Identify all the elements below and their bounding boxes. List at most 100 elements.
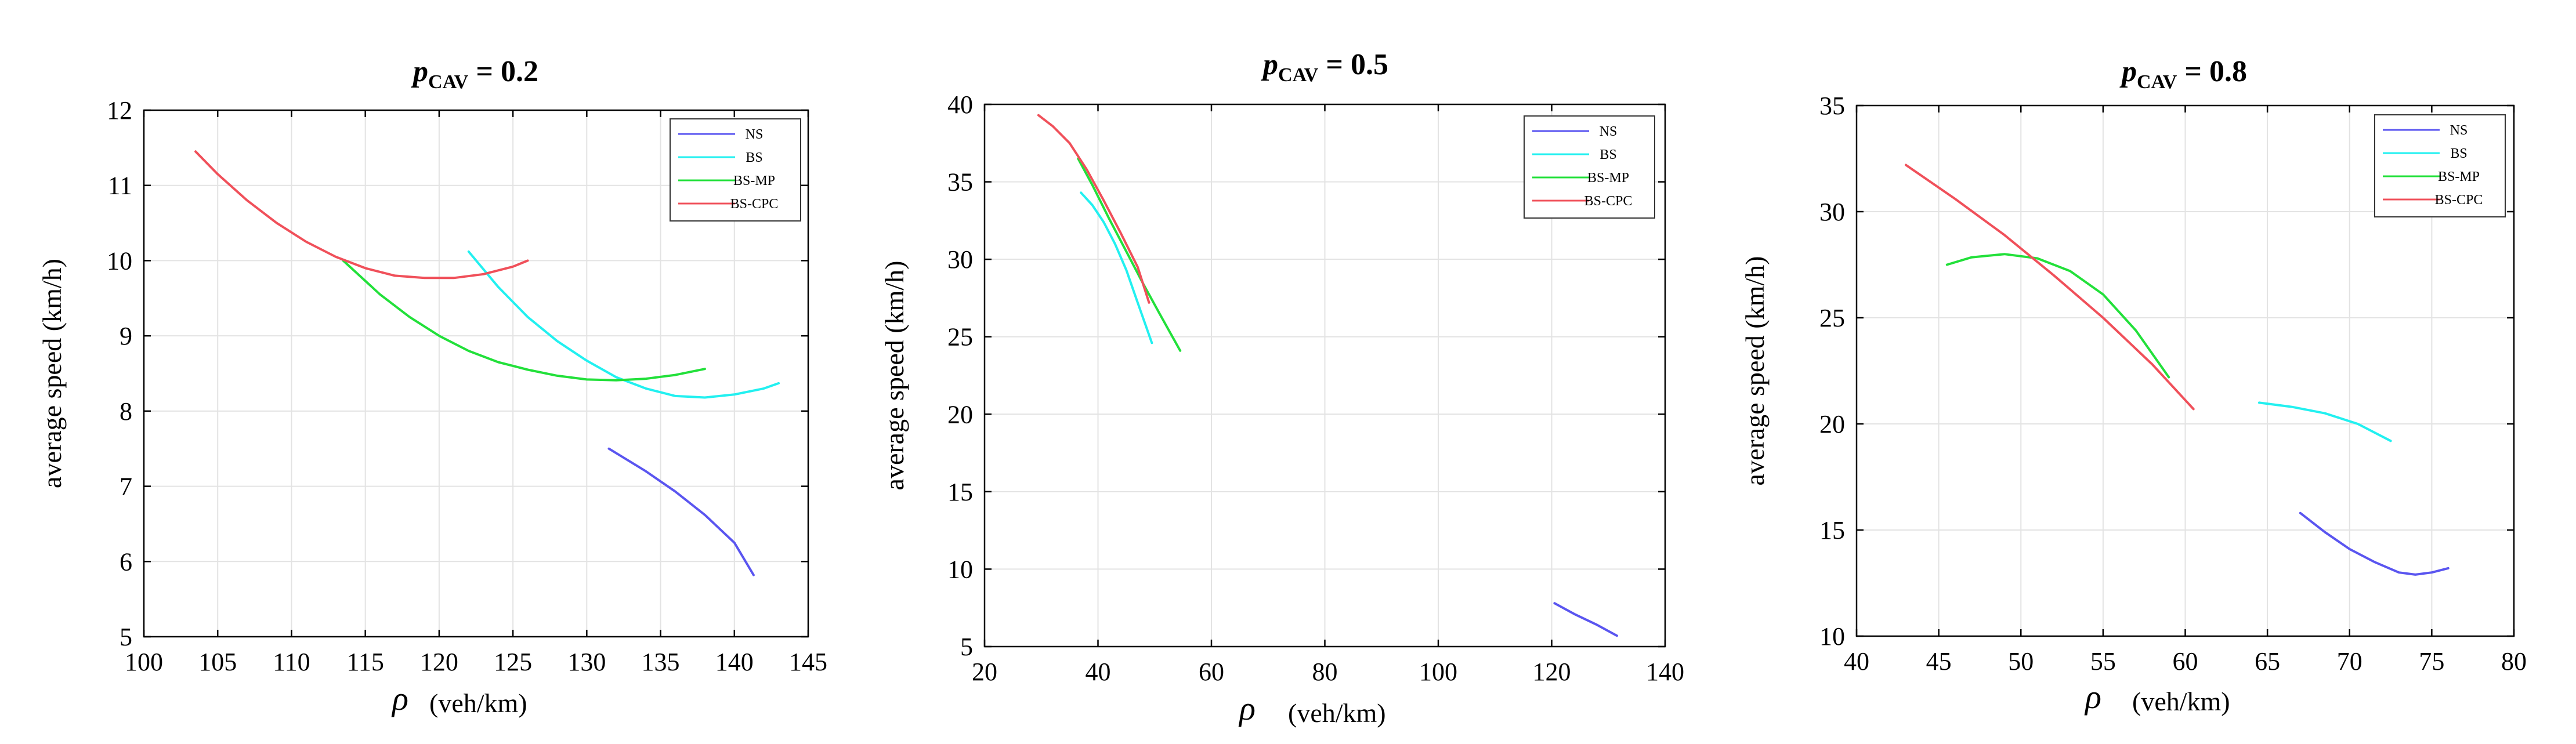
y-axis-label: average speed (km/h) (1740, 256, 1770, 486)
series-line-bs-mp (342, 259, 706, 382)
x-tick-label: 80 (2501, 647, 2527, 676)
series-line-bs-cpc (194, 150, 529, 280)
legend-label-bs-cpc: BS-CPC (730, 197, 779, 212)
title-value: = 0.5 (1318, 48, 1388, 81)
title-symbol: p (411, 55, 428, 88)
title-value: = 0.2 (468, 55, 538, 88)
y-axis-label: average speed (km/h) (880, 261, 909, 491)
x-tick-label: 140 (715, 648, 754, 676)
y-tick-label: 7 (120, 473, 132, 501)
y-tick-label: 35 (1819, 92, 1845, 120)
y-tick-label: 40 (947, 90, 973, 119)
x-axis-symbol: ρ (1238, 689, 1256, 727)
legend-label-bs-cpc: BS-CPC (2435, 193, 2483, 208)
title-symbol: p (2119, 55, 2137, 88)
title-symbol: p (1261, 48, 1278, 81)
title-value: = 0.8 (2177, 55, 2247, 88)
y-tick-label: 25 (1819, 304, 1845, 332)
x-tick-label: 110 (273, 648, 310, 676)
y-tick-label: 30 (947, 245, 973, 274)
legend: NS BS BS-MP BS-CPC (2374, 114, 2506, 217)
legend: NS BS BS-MP BS-CPC (1524, 115, 1655, 219)
x-tick-label: 80 (1312, 658, 1338, 686)
legend-label-bs-cpc: BS-CPC (1584, 194, 1633, 209)
y-tick-label: 30 (1819, 198, 1845, 226)
y-tick-label: 8 (120, 397, 132, 426)
series-line-ns (1553, 602, 1618, 637)
series-line-bs (467, 250, 780, 399)
x-axis-symbol: ρ (391, 680, 408, 717)
title-subscript: CAV (2137, 71, 2177, 93)
x-tick-label: 135 (642, 648, 680, 676)
title-subscript: CAV (428, 71, 469, 93)
x-tick-label: 45 (1926, 647, 1952, 676)
x-tick-label: 145 (789, 648, 827, 676)
legend-label-ns: NS (746, 127, 764, 142)
x-axis-label: (veh/km) (429, 688, 527, 718)
series-line-bs-cpc (1037, 114, 1150, 304)
x-axis-label: (veh/km) (1288, 698, 1386, 728)
x-axis-symbol: ρ (2084, 678, 2101, 716)
x-tick-label: 20 (972, 658, 997, 686)
y-tick-label: 35 (947, 168, 973, 197)
x-tick-label: 75 (2419, 647, 2444, 676)
y-tick-label: 10 (107, 246, 132, 275)
x-tick-label: 40 (1844, 647, 1869, 676)
chart-title: pCAV = 0.5 (1261, 48, 1388, 86)
legend-label-bs: BS (746, 150, 762, 165)
legend-label-bs: BS (2450, 146, 2467, 161)
x-tick-label: 125 (494, 648, 532, 676)
legend-label-bs: BS (1600, 147, 1616, 162)
series-line-bs (1080, 191, 1153, 344)
series-line-ns (2299, 511, 2450, 576)
x-axis-label: (veh/km) (2132, 687, 2230, 716)
x-tick-label: 60 (1199, 658, 1224, 686)
y-tick-label: 11 (108, 172, 132, 200)
series-line-ns (607, 447, 755, 576)
chart-title: pCAV = 0.8 (2119, 55, 2247, 93)
legend-label-ns: NS (1600, 124, 1618, 139)
chart-panel-3: 40 45 50 55 60 65 70 75 80 10 15 20 25 30 35 pCAV = 0.8… (1740, 55, 2527, 716)
y-tick-label: 15 (947, 478, 973, 506)
legend-label-ns: NS (2450, 123, 2468, 138)
series-line-bs-mp (1077, 157, 1182, 352)
legend: NS BS BS-MP BS-CPC (670, 118, 801, 222)
series-line-bs-cpc (1905, 164, 2195, 411)
y-axis-label: average speed (km/h) (37, 259, 67, 488)
x-tick-label: 120 (1533, 658, 1571, 686)
chart-panel-2: 20 40 60 80 100 120 140 5 10 15 20 25 30 35 40 pCAV = 0… (880, 48, 1684, 728)
x-tick-label: 130 (567, 648, 606, 676)
x-tick-label: 55 (2090, 647, 2116, 676)
axes-frame (143, 109, 809, 638)
y-tick-label: 20 (1819, 410, 1845, 438)
x-tick-label: 100 (125, 648, 163, 676)
y-tick-label: 6 (120, 547, 132, 576)
chart-title: pCAV = 0.2 (411, 55, 538, 93)
legend-label-bs-mp: BS-MP (2438, 169, 2480, 184)
y-tick-label: 15 (1819, 516, 1845, 545)
legend-label-bs-mp: BS-MP (1587, 170, 1629, 186)
legend-label-bs-mp: BS-MP (733, 173, 775, 188)
chart-panel-1: 100 105 110 115 120 125 130 135 140 145 5 6 7 8 9 10 11 1… (37, 55, 827, 718)
x-tick-label: 105 (198, 648, 237, 676)
series-line-bs (2258, 401, 2392, 442)
series-line-bs-mp (1945, 253, 2170, 379)
x-tick-label: 40 (1086, 658, 1111, 686)
y-tick-label: 9 (120, 322, 132, 350)
y-tick-label: 5 (960, 633, 973, 661)
x-tick-label: 50 (2008, 647, 2034, 676)
y-tick-label: 20 (947, 400, 973, 429)
x-tick-label: 115 (346, 648, 383, 676)
title-subscript: CAV (1278, 64, 1319, 86)
x-tick-label: 100 (1419, 658, 1457, 686)
y-tick-label: 25 (947, 323, 973, 351)
y-tick-label: 10 (947, 555, 973, 583)
y-tick-label: 10 (1819, 622, 1845, 651)
x-tick-label: 120 (420, 648, 458, 676)
y-tick-label: 5 (120, 623, 132, 651)
y-tick-label: 12 (107, 96, 132, 125)
x-tick-label: 60 (2173, 647, 2198, 676)
x-tick-label: 65 (2255, 647, 2280, 676)
x-tick-label: 140 (1646, 658, 1684, 686)
